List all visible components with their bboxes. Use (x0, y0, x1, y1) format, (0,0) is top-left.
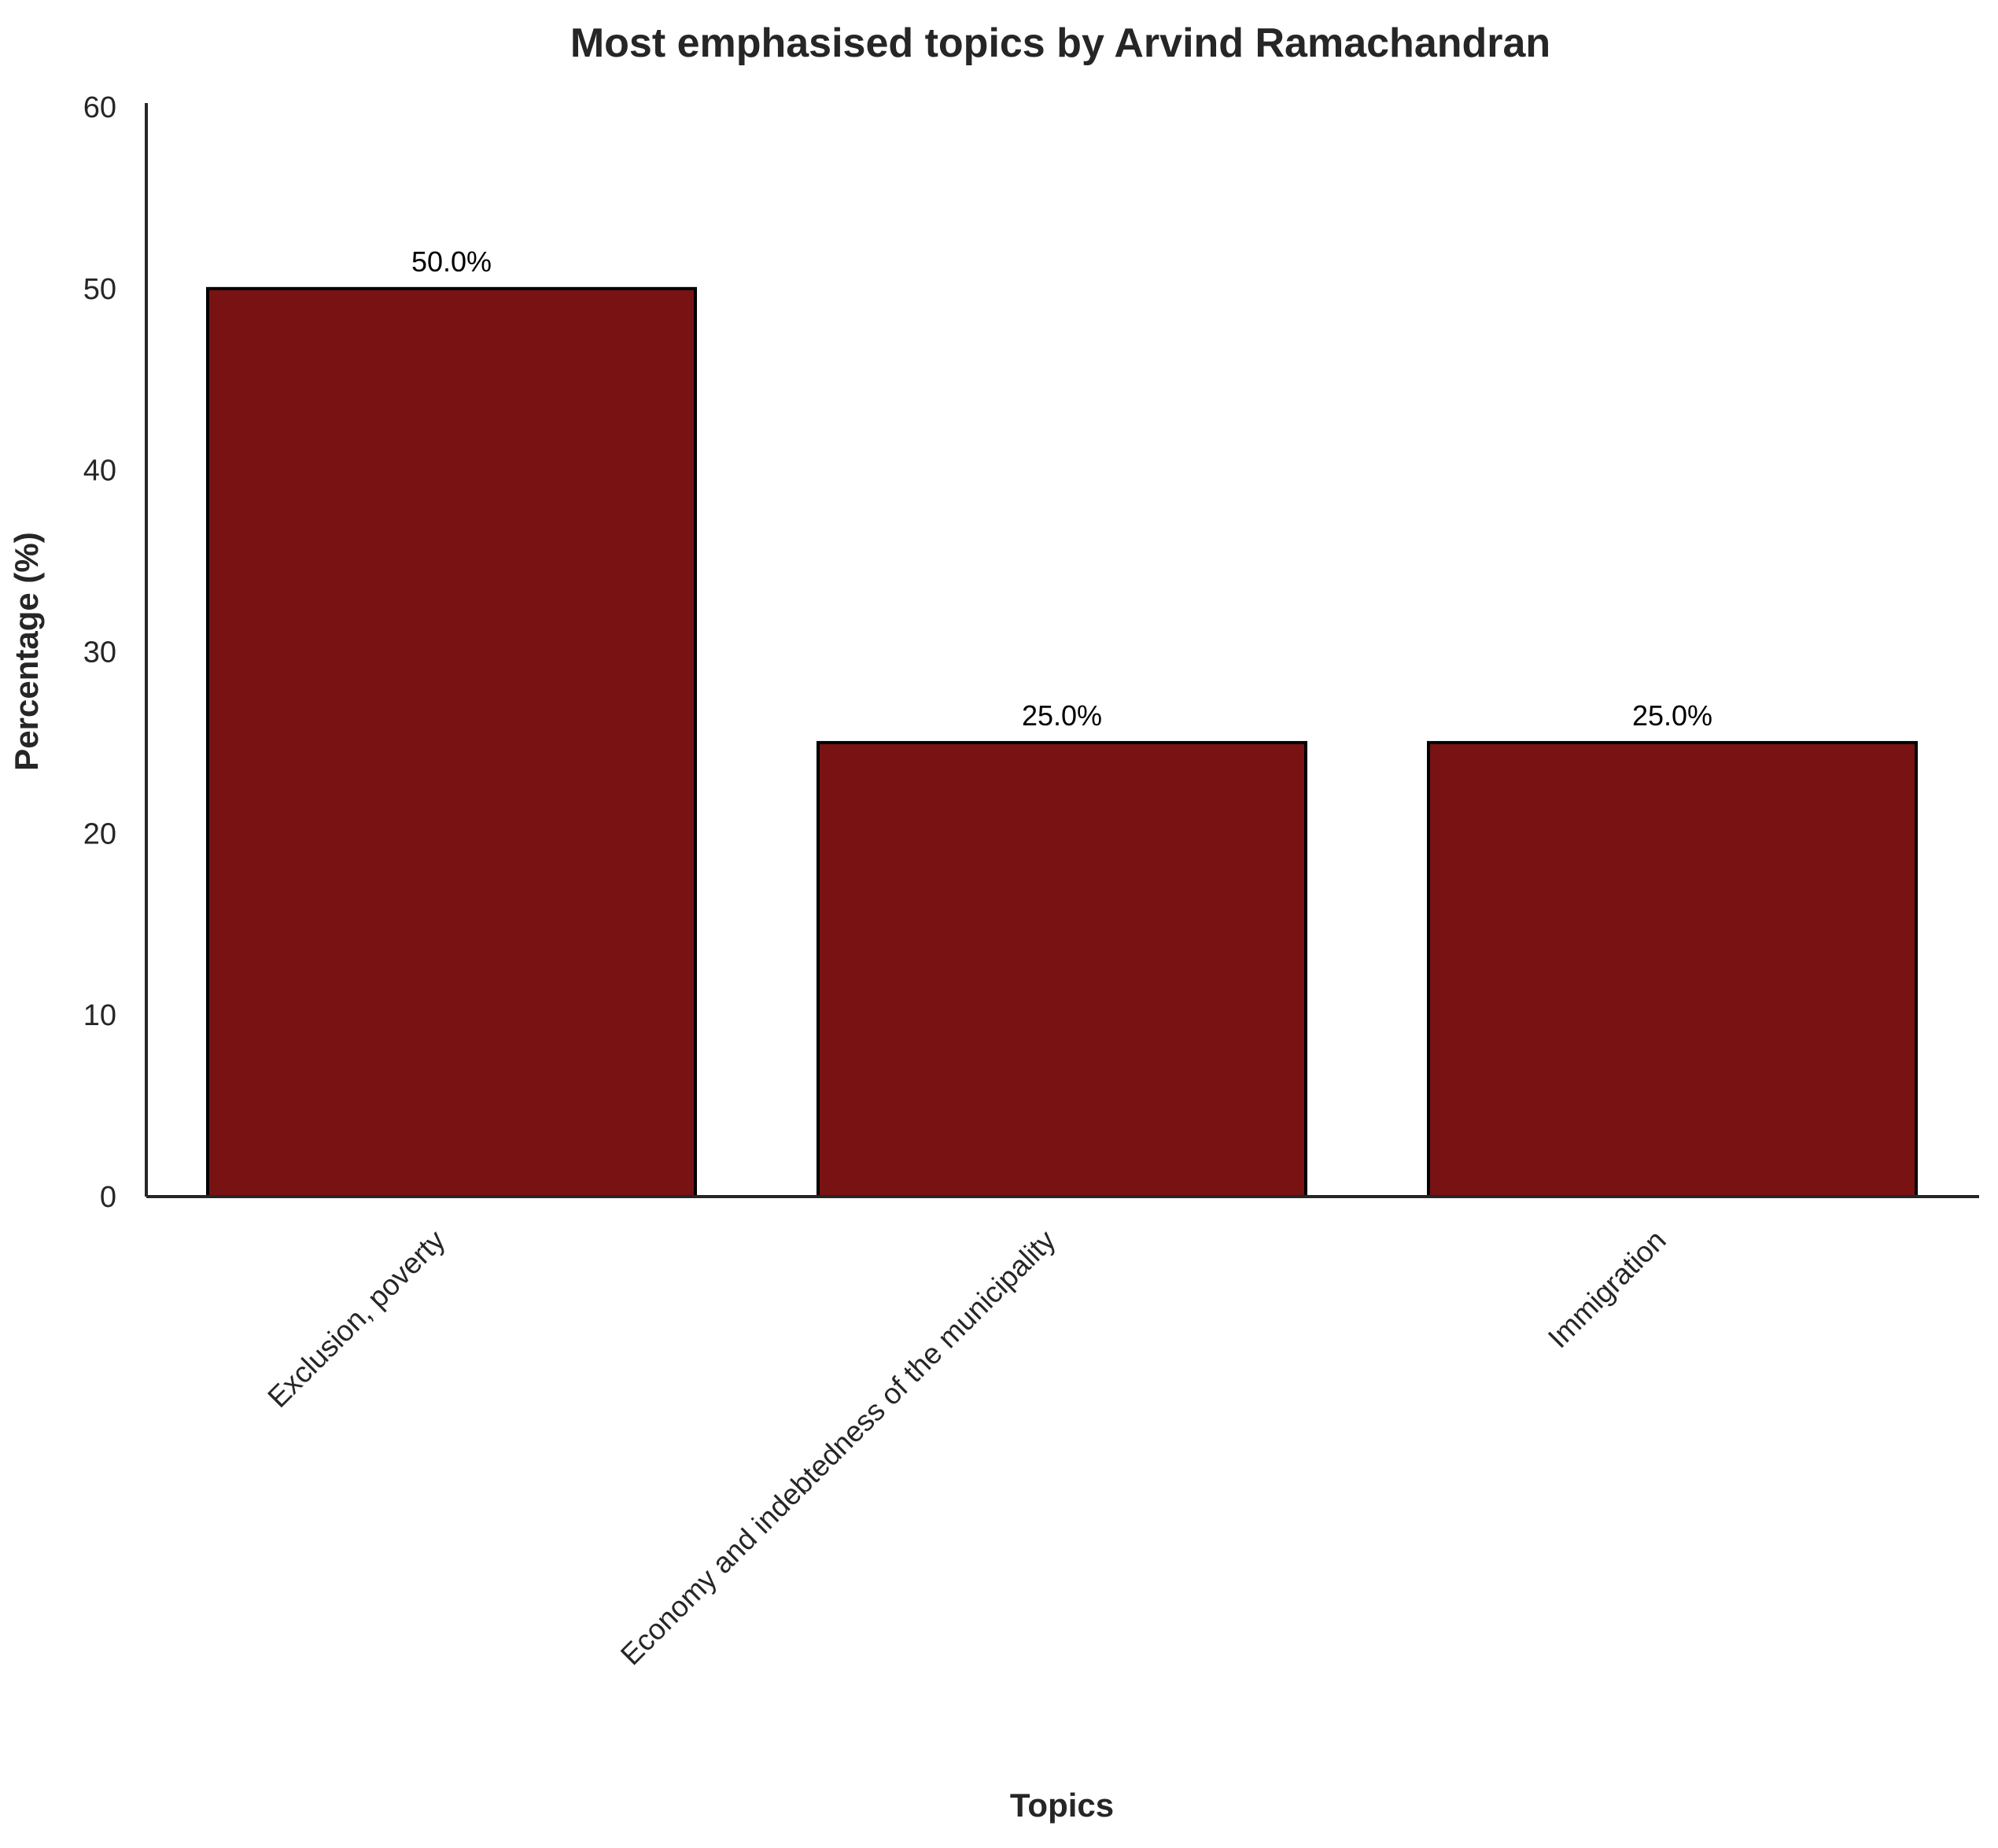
y-tick-label: 50 (83, 273, 116, 306)
x-axis-ticks: Exclusion, poverty Economy and indebtedne… (261, 1223, 1672, 1671)
x-axis-label: Topics (1010, 1787, 1114, 1824)
bar (1427, 740, 1918, 1198)
y-tick-label: 10 (83, 999, 116, 1032)
y-tick-label: 20 (83, 817, 116, 850)
y-axis-label: Percentage (%) (8, 532, 45, 770)
y-tick-label: 30 (83, 636, 116, 669)
bar-value-label: 50.0% (411, 245, 492, 278)
bar (817, 740, 1307, 1198)
bar-value-label: 25.0% (1632, 699, 1712, 732)
x-tick-label: Economy and indebtedness of the municipa… (614, 1223, 1062, 1671)
bar-value-label: 25.0% (1022, 699, 1102, 732)
y-tick-label: 40 (83, 455, 116, 488)
x-tick-label: Immigration (1542, 1224, 1672, 1355)
y-tick-label: 60 (83, 91, 116, 124)
y-axis-ticks: 0 10 20 30 40 50 60 (83, 91, 116, 1214)
x-tick-label: Exclusion, poverty (261, 1223, 452, 1414)
chart-title: Most emphasised topics by Arvind Ramacha… (570, 20, 1550, 66)
bar (206, 286, 697, 1198)
y-tick-label: 0 (100, 1181, 116, 1214)
bars (206, 286, 1918, 1198)
data-labels: 50.0% 25.0% 25.0% (411, 245, 1712, 732)
